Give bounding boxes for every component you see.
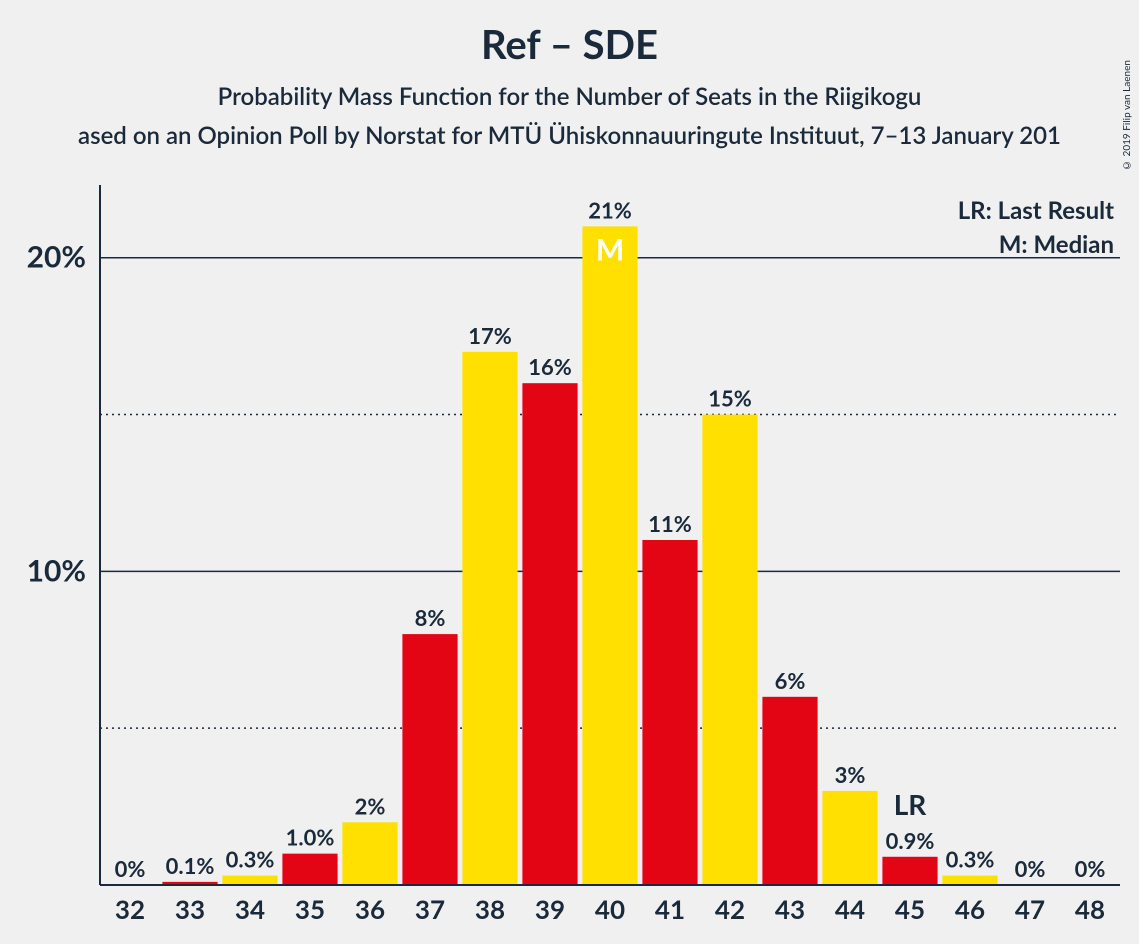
bar-value-label: 3% [835,761,866,788]
bar-value-label: 0.9% [886,827,935,854]
x-tick-label: 41 [655,893,685,925]
x-tick-label: 38 [475,893,505,925]
last-result-marker: LR [894,787,928,821]
bar-value-label: 16% [528,353,572,380]
x-tick-label: 35 [295,893,325,925]
bar-value-label: 0.3% [946,846,995,873]
pmf-bar-chart: 0% 32 0.1% 33 0.3% 34 1.0% 35 2% 36 8% 37 17% 38 16% 39… [0,20,1139,944]
bar [882,857,937,885]
bar [942,876,997,885]
bar-value-label: 0% [115,855,146,882]
bar [342,822,397,885]
bar [822,791,877,885]
bar-value-label: 11% [648,510,692,537]
bar [282,854,337,885]
x-tick-label: 36 [355,893,385,925]
bar-value-label: 0.1% [166,852,215,879]
bar [582,226,637,885]
bar [402,634,457,885]
bar [702,415,757,885]
x-tick-label: 44 [835,893,865,925]
x-tick-label: 46 [955,893,985,925]
bar-value-label: 6% [775,667,806,694]
y-tick-label: 10% [27,552,86,588]
bar-value-label: 0.3% [226,846,275,873]
bar-value-label: 0% [1015,855,1046,882]
x-tick-label: 40 [595,893,625,925]
legend-lr: LR: Last Result [958,196,1114,225]
bar-value-label: 1.0% [286,824,335,851]
x-tick-label: 32 [115,893,145,925]
bar-value-label: 15% [708,385,752,412]
x-tick-label: 48 [1075,893,1105,925]
x-tick-label: 42 [715,893,745,925]
bar [522,383,577,885]
x-tick-label: 37 [415,893,445,925]
bar-value-label: 21% [588,196,632,223]
x-tick-label: 33 [175,893,205,925]
y-tick-label: 20% [27,239,86,275]
bar-value-label: 2% [355,792,386,819]
bar [222,876,277,885]
median-marker: M [596,231,624,267]
bar [762,697,817,885]
x-tick-label: 47 [1015,893,1045,925]
x-tick-label: 34 [235,893,265,925]
legend-median: M: Median [999,230,1114,259]
x-tick-label: 39 [535,893,565,925]
bar-value-label: 8% [415,604,446,631]
bar-value-label: 17% [468,322,512,349]
bar [462,352,517,885]
bar-value-label: 0% [1075,855,1106,882]
x-tick-label: 45 [895,893,925,925]
x-tick-label: 43 [775,893,805,925]
bar [642,540,697,885]
